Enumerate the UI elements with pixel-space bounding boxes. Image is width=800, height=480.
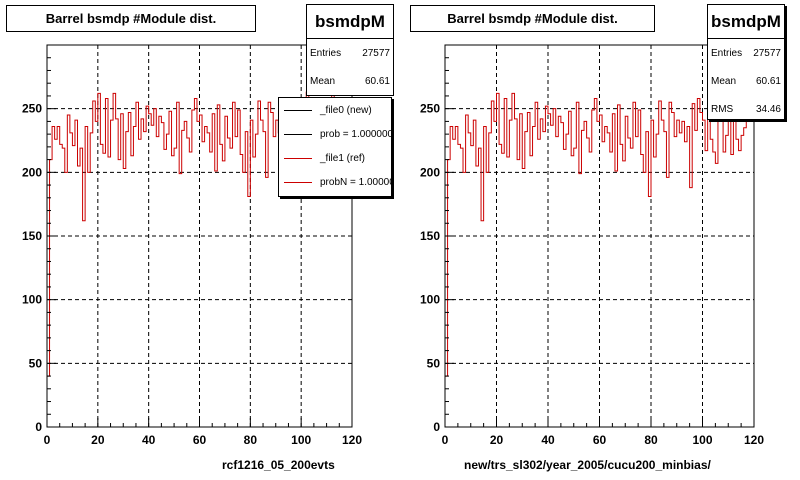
right-stats-row-mean: Mean 60.61 — [708, 67, 784, 95]
legend-swatch-file1 — [284, 157, 312, 159]
left-y-tick-label-4: 200 — [22, 165, 42, 179]
right-y-tick-label-4: 200 — [420, 165, 440, 179]
left-x-tick-label-2: 40 — [142, 433, 156, 447]
left-x-tick-label-3: 60 — [193, 433, 207, 447]
legend-entry-file0: _file0 (new) — [279, 98, 391, 122]
right-x-tick-label-5: 100 — [692, 433, 712, 447]
right-stats-mean-label: Mean — [711, 75, 737, 87]
right-x-tick-label-1: 20 — [490, 433, 504, 447]
left-y-tick-label-2: 100 — [22, 293, 42, 307]
legend-swatch-probn — [284, 181, 312, 183]
legend-swatch-file0 — [284, 109, 312, 111]
legend-entry-probn: probN = 1.000000 — [279, 170, 391, 194]
right-x-tick-label-2: 40 — [541, 433, 555, 447]
right-series-line-0 — [444, 66, 755, 427]
right-stats-entries-value: 27577 — [753, 47, 781, 59]
right-y-tick-label-0: 0 — [433, 420, 440, 434]
right-x-tick-label-0: 0 — [442, 433, 449, 447]
right-x-tick-label-3: 60 — [593, 433, 607, 447]
legend-entry-file1: _file1 (ref) — [279, 146, 391, 170]
left-x-tick-label-5: 100 — [291, 433, 311, 447]
right-stats-entries-label: Entries — [711, 47, 743, 59]
legend-label-file0: _file0 (new) — [320, 104, 372, 116]
legend-label-file1: _file1 (ref) — [320, 152, 366, 164]
legend-swatch-prob — [284, 133, 312, 135]
left-stats-row-mean: Mean 60.61 — [307, 67, 393, 95]
left-x-tick-label-4: 80 — [244, 433, 258, 447]
left-legend-box: _file0 (new) prob = 1.000000 _file1 (ref… — [278, 97, 392, 197]
legend-entry-prob: prob = 1.000000 — [279, 122, 391, 146]
right-y-tick-label-3: 150 — [420, 229, 440, 243]
right-plot-title: Barrel bsmdp #Module dist. — [410, 5, 655, 32]
right-x-axis-title: new/trs_sl302/year_2005/cucu200_minbias/ — [464, 458, 711, 472]
right-y-tick-label-2: 100 — [420, 293, 440, 307]
left-stats-entries-label: Entries — [310, 47, 342, 59]
right-y-tick-label-5: 250 — [420, 102, 440, 116]
right-stats-name: bsmdpM — [708, 5, 784, 39]
left-x-axis-title: rcf1216_05_200evts — [222, 458, 335, 472]
left-plot-title: Barrel bsmdp #Module dist. — [6, 5, 256, 32]
right-y-tick-label-1: 50 — [427, 356, 441, 370]
left-stats-box: bsmdpM Entries 27577 Mean 60.61 — [306, 4, 394, 96]
left-stats-mean-label: Mean — [310, 75, 336, 87]
right-stats-box: bsmdpM Entries 27577 Mean 60.61 RMS 34.4… — [707, 4, 785, 120]
left-stats-mean-value: 60.61 — [364, 75, 390, 87]
left-y-tick-label-0: 0 — [35, 420, 42, 434]
right-stats-rms-label: RMS — [711, 103, 734, 115]
right-stats-row-rms: RMS 34.46 — [708, 95, 784, 123]
left-x-tick-label-0: 0 — [44, 433, 51, 447]
left-stats-row-entries: Entries 27577 — [307, 39, 393, 67]
left-x-tick-label-6: 120 — [342, 433, 362, 447]
right-stats-mean-value: 60.61 — [755, 75, 781, 87]
left-y-tick-label-3: 150 — [22, 229, 42, 243]
legend-label-probn: probN = 1.000000 — [320, 176, 391, 188]
right-stats-row-entries: Entries 27577 — [708, 39, 784, 67]
left-y-tick-label-1: 50 — [29, 356, 43, 370]
left-x-tick-label-1: 20 — [91, 433, 105, 447]
left-stats-entries-value: 27577 — [362, 47, 390, 59]
left-y-tick-label-5: 250 — [22, 102, 42, 116]
right-stats-rms-value: 34.46 — [755, 103, 781, 115]
left-stats-name: bsmdpM — [307, 5, 393, 39]
right-x-tick-label-4: 80 — [644, 433, 658, 447]
legend-label-prob: prob = 1.000000 — [320, 128, 391, 140]
right-x-tick-label-6: 120 — [744, 433, 764, 447]
